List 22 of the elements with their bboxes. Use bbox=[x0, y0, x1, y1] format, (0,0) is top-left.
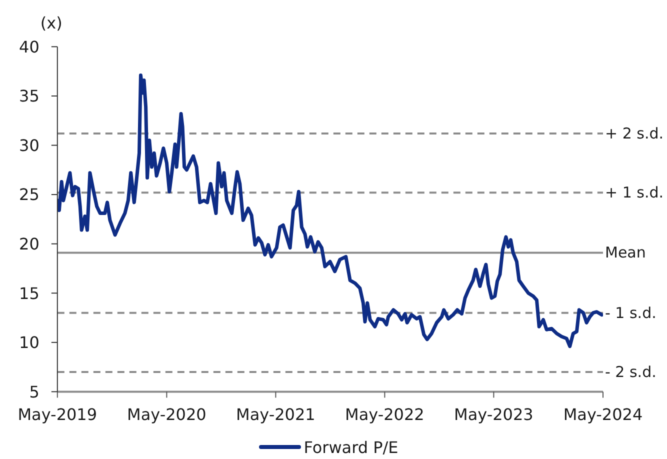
x-tick-label: May-2020 bbox=[127, 405, 206, 424]
ref-line-label: + 1 s.d. bbox=[605, 184, 664, 202]
y-tick-label: 35 bbox=[19, 86, 40, 106]
ref-line-label: - 1 s.d. bbox=[605, 304, 656, 322]
x-tick-label: May-2022 bbox=[345, 405, 424, 424]
y-tick-label: 20 bbox=[19, 234, 40, 254]
y-tick-label: 25 bbox=[19, 185, 40, 204]
x-tick-label: May-2019 bbox=[18, 405, 98, 424]
y-axis-title: (x) bbox=[40, 13, 62, 32]
y-tick-label: 15 bbox=[19, 284, 40, 303]
x-tick-label: May-2024 bbox=[563, 405, 643, 424]
y-tick-label: 5 bbox=[29, 382, 40, 402]
ref-line-label: + 2 s.d. bbox=[605, 124, 664, 142]
y-tick-label: 10 bbox=[19, 333, 40, 352]
ref-line-label: - 2 s.d. bbox=[605, 362, 656, 381]
line-series bbox=[57, 74, 603, 348]
y-tick-label: 40 bbox=[19, 37, 40, 56]
x-tick-label: May-2023 bbox=[454, 405, 534, 424]
x-tick-label: May-2021 bbox=[236, 405, 316, 424]
legend-label: Forward P/E bbox=[304, 438, 398, 456]
ref-line-label: Mean bbox=[605, 244, 646, 262]
y-tick-label: 30 bbox=[19, 136, 40, 155]
